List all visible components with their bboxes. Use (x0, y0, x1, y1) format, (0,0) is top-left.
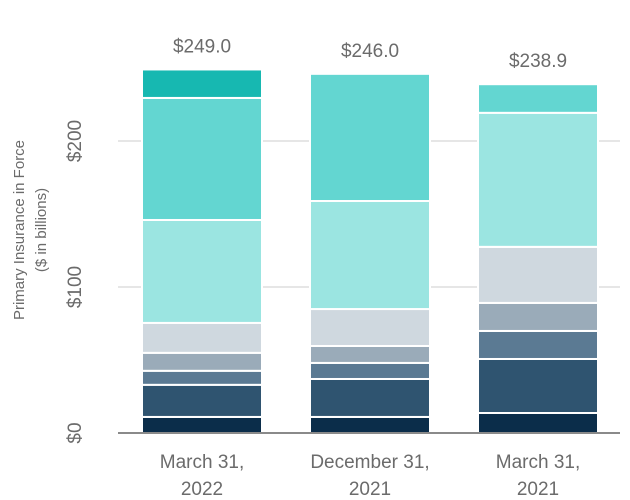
y-tick-label: $200 (65, 120, 86, 162)
x-tick-label: 2022 (181, 479, 223, 500)
total-label: $238.9 (509, 51, 567, 72)
bar-segment (141, 383, 263, 418)
bar-segment (141, 415, 263, 435)
x-tick-label: 2021 (517, 479, 559, 500)
bar-segment (309, 72, 431, 203)
y-tick-label: $100 (65, 266, 86, 308)
bar-segment (477, 301, 599, 332)
bar-segment (477, 357, 599, 414)
bar-segment (309, 344, 431, 364)
bar-segment (477, 245, 599, 304)
x-tick-label: March 31, (496, 452, 580, 473)
bar-segment (309, 377, 431, 418)
bar-segment (141, 68, 263, 99)
y-axis-label: ($ in billions) (33, 188, 50, 272)
y-axis-label: Primary Insurance in Force (11, 140, 28, 320)
x-tick-label: March 31, (160, 452, 244, 473)
x-tick-label: December 31, (310, 452, 429, 473)
bar-segment (309, 361, 431, 380)
total-label: $249.0 (173, 36, 231, 57)
bar-segment (141, 218, 263, 324)
bar-segment (141, 96, 263, 221)
bar-segment (141, 321, 263, 354)
bar-segment (309, 308, 431, 347)
y-tick-label: $0 (65, 422, 86, 443)
bar-segment (477, 411, 599, 434)
bar-segment (309, 200, 431, 311)
bar-segment (141, 351, 263, 372)
bar-segment (141, 369, 263, 386)
bar-segment (309, 415, 431, 435)
x-tick-label: 2021 (349, 479, 391, 500)
bar-segment (477, 83, 599, 114)
total-label: $246.0 (341, 41, 399, 62)
bar-segment (477, 111, 599, 248)
bar-segment (477, 329, 599, 360)
